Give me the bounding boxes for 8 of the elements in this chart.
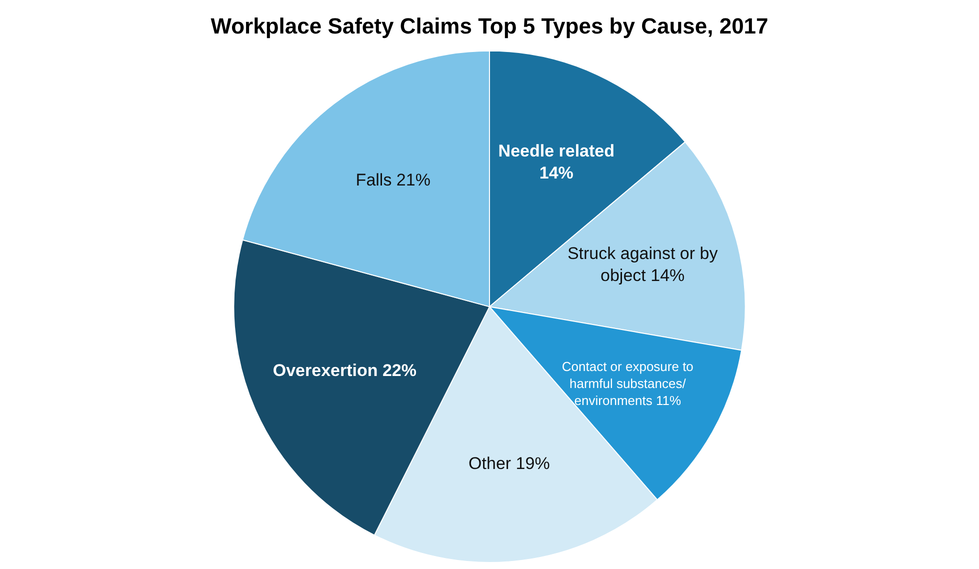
slice-label: Struck against or by object 14% [567, 244, 718, 285]
slice-label: Overexertion 22% [272, 361, 417, 380]
slice-label: Needle related [498, 142, 615, 161]
slice-label: Falls 21% [356, 170, 430, 190]
slice-label: Other 19% [468, 454, 550, 473]
chart-title: Workplace Safety Claims Top 5 Types by Cause, 2017 [210, 13, 768, 38]
data-label: 14% [539, 164, 574, 183]
slice-label: Contact or exposure to harmful substances/ environments 11% [562, 359, 694, 408]
